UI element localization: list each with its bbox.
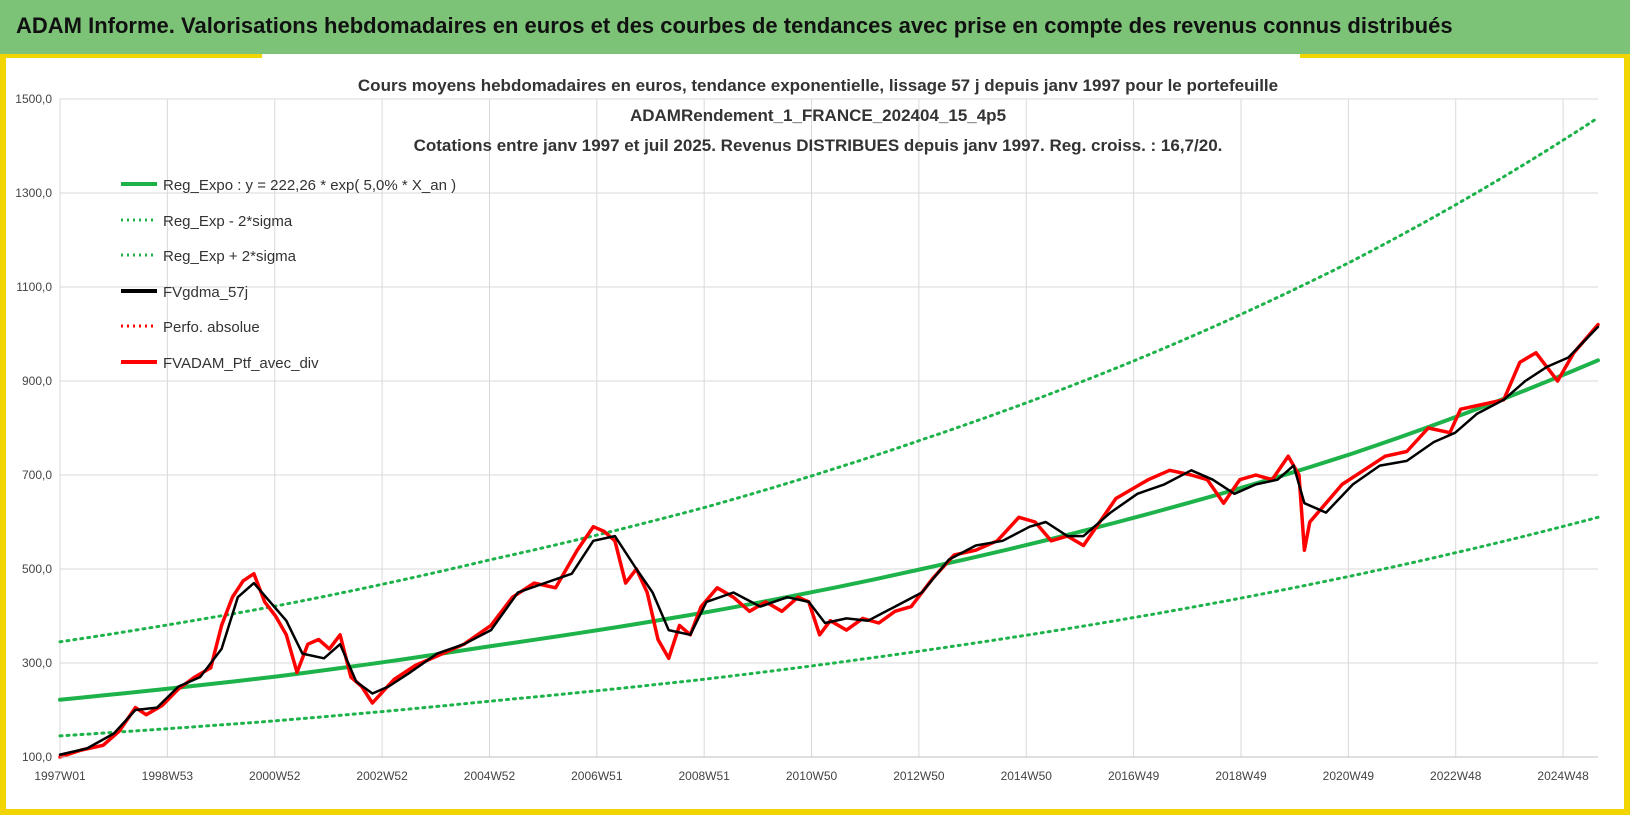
x-tick-label: 2012W50 (893, 769, 945, 783)
series-reg-expo (58, 358, 1600, 702)
x-tick-label: 2004W52 (464, 769, 516, 783)
chart-area-background (6, 58, 1624, 809)
legend-label-fvadam: FVADAM_Ptf_avec_div (163, 355, 319, 372)
series-layer (58, 116, 1600, 759)
legend: Reg_Expo : y = 222,26 * exp( 5,0% * X_an… (121, 177, 456, 372)
legend-label-reg-minus: Reg_Exp - 2*sigma (163, 213, 293, 230)
y-tick-label: 1500,0 (15, 92, 52, 106)
grid-layer (59, 98, 1598, 758)
frame-bottom-border (0, 809, 1630, 815)
legend-label-reg-expo: Reg_Expo : y = 222,26 * exp( 5,0% * X_an… (163, 177, 456, 194)
axis-layer: 100,0 300,0 500,0 700,0 900,0 1100,0 1300,0 150… (15, 92, 1598, 783)
frame-left-border (0, 54, 6, 815)
frame-top-left-border (0, 54, 262, 58)
chart-title: Cours moyens hebdomadaires en euros, ten… (358, 76, 1278, 155)
x-tick-label: 2008W51 (678, 769, 730, 783)
legend-label-perfo: Perfo. absolue (163, 319, 260, 336)
y-tick-label: 1300,0 (15, 186, 52, 200)
y-tick-label: 100,0 (22, 750, 52, 764)
x-tick-label: 2010W50 (786, 769, 838, 783)
y-tick-label: 900,0 (22, 374, 52, 388)
x-tick-label: 2014W50 (1001, 769, 1053, 783)
x-tick-label: 1998W53 (142, 769, 194, 783)
x-tick-label: 1997W01 (34, 769, 86, 783)
x-tick-label: 2022W48 (1430, 769, 1482, 783)
series-reg-minus-2sigma (58, 515, 1600, 738)
x-tick-label: 2002W52 (356, 769, 408, 783)
chart-title-line-3: Cotations entre janv 1997 et juil 2025. … (414, 136, 1223, 155)
page-title: ADAM Informe. Valorisations hebdomadaire… (16, 13, 1453, 38)
y-tick-label: 300,0 (22, 656, 52, 670)
x-tick-label: 2024W48 (1537, 769, 1589, 783)
series-fvgdma-57j (58, 325, 1600, 756)
frame-right-border (1624, 54, 1630, 815)
x-tick-label: 2006W51 (571, 769, 623, 783)
y-tick-label: 700,0 (22, 468, 52, 482)
chart-title-line-1: Cours moyens hebdomadaires en euros, ten… (358, 76, 1278, 95)
x-tick-label: 2016W49 (1108, 769, 1160, 783)
header-banner: ADAM Informe. Valorisations hebdomadaire… (0, 0, 1630, 54)
y-tick-label: 500,0 (22, 562, 52, 576)
x-tick-label: 2000W52 (249, 769, 301, 783)
frame-top-right-border (1300, 54, 1630, 58)
x-tick-label: 2018W49 (1215, 769, 1267, 783)
series-reg-plus-2sigma (58, 116, 1600, 644)
legend-label-fvgdma: FVgdma_57j (163, 284, 248, 301)
series-fvadam-ptf (58, 322, 1600, 759)
chart-title-line-2: ADAMRendement_1_FRANCE_202404_15_4p5 (630, 106, 1006, 125)
x-tick-label: 2020W49 (1323, 769, 1375, 783)
legend-label-reg-plus: Reg_Exp + 2*sigma (163, 248, 297, 265)
y-tick-label: 1100,0 (16, 280, 52, 294)
